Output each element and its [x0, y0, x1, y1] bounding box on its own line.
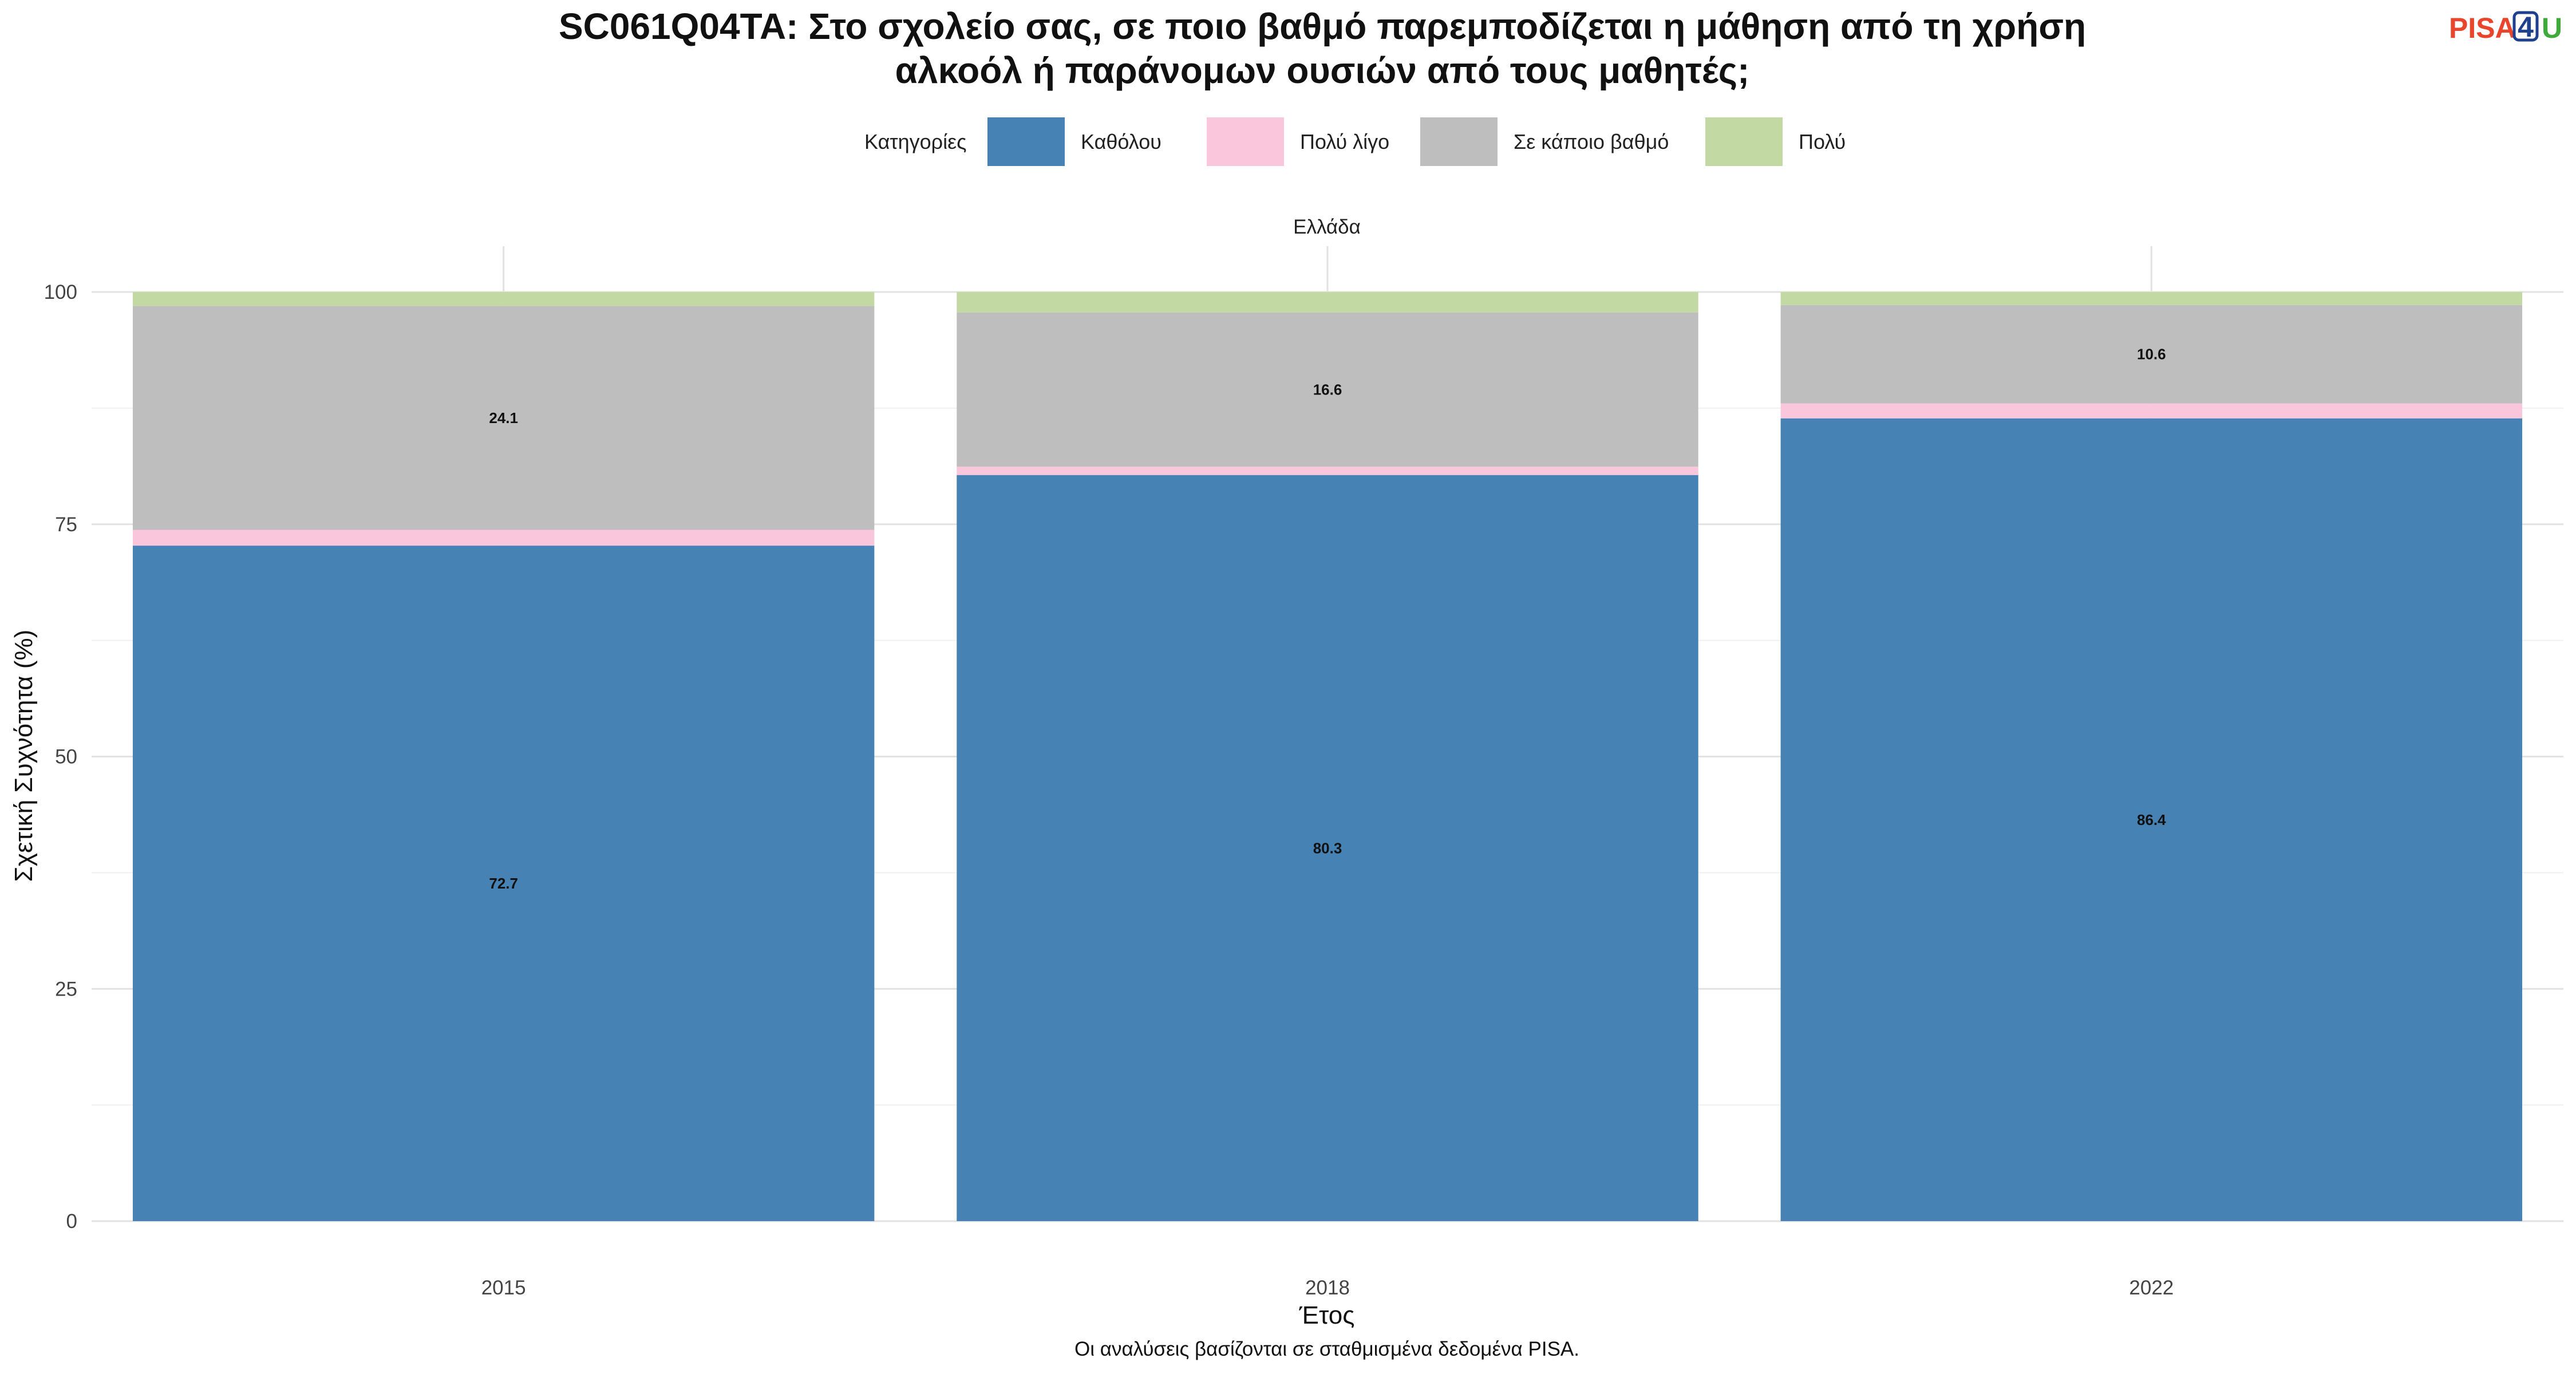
legend-key: [1420, 117, 1498, 166]
legend-label: Σε κάποιο βαθμό: [1514, 130, 1669, 153]
bars: [132, 292, 2523, 1222]
chart-title-line-2: αλκοόλ ή παράνομων ουσιών από τους μαθητ…: [895, 50, 1750, 91]
data-labels: 72.7 80.3 86.4 24.1 16.6 10.6: [489, 346, 2166, 892]
y-tick-label: 25: [55, 978, 77, 1000]
legend-key: [1705, 117, 1783, 166]
bar-segment: [957, 467, 1698, 475]
data-label: 86.4: [2137, 811, 2166, 828]
bar-segment: [957, 312, 1698, 467]
bar-segment: [132, 292, 875, 306]
bar-segment: [957, 475, 1698, 1222]
y-tick-label: 50: [55, 746, 77, 768]
x-tick-label: 2022: [2129, 1277, 2174, 1299]
legend-label: Καθόλου: [1081, 130, 1161, 153]
bar-segment: [132, 306, 875, 530]
facet-label: Ελλάδα: [1293, 216, 1361, 238]
bar-segment: [132, 546, 875, 1221]
data-label: 10.6: [2137, 346, 2166, 363]
x-tick-label: 2015: [481, 1277, 526, 1299]
x-tick-label: 2018: [1305, 1277, 1350, 1299]
y-tick-label: 75: [55, 514, 77, 536]
legend-key: [987, 117, 1065, 166]
y-tick-label: 0: [66, 1210, 77, 1233]
chart-title-line-1: SC061Q04TA: Στο σχολείο σας, σε ποιο βαθ…: [559, 6, 2086, 47]
bar-segment: [1780, 418, 2523, 1221]
legend-key: [1207, 117, 1284, 166]
bar-segment: [1780, 403, 2523, 418]
x-axis: 2015 2018 2022: [481, 1277, 2174, 1299]
data-label: 24.1: [489, 409, 518, 427]
pisa4u-logo: PISA 4 U: [2449, 11, 2562, 44]
chart-caption: Οι αναλύσεις βασίζονται σε σταθμισμένα δ…: [1074, 1338, 1579, 1360]
legend-label: Πολύ: [1799, 130, 1846, 153]
bar-segment: [957, 292, 1698, 313]
legend-label: Πολύ λίγο: [1300, 130, 1389, 153]
logo-prefix: PISA: [2449, 12, 2516, 44]
data-label: 16.6: [1313, 381, 1342, 398]
data-label: 72.7: [489, 875, 518, 892]
y-axis-title: Σχετική Συχνότητα (%): [10, 630, 38, 882]
x-axis-title: Έτος: [1299, 1301, 1355, 1329]
logo-suffix: U: [2542, 12, 2562, 44]
y-axis: 0 25 50 75 100: [44, 281, 77, 1233]
bar-segment: [1780, 305, 2523, 404]
logo-number: 4: [2518, 11, 2534, 43]
y-tick-label: 100: [44, 281, 77, 303]
legend: Κατηγορίες Καθόλου Πολύ λίγο Σε κάποιο βαθ…: [864, 117, 1846, 166]
logo-number-box: [2512, 11, 2539, 42]
data-label: 80.3: [1313, 839, 1342, 856]
bar-segment: [132, 530, 875, 546]
legend-title: Κατηγορίες: [864, 130, 967, 153]
bar-segment: [1780, 292, 2523, 305]
